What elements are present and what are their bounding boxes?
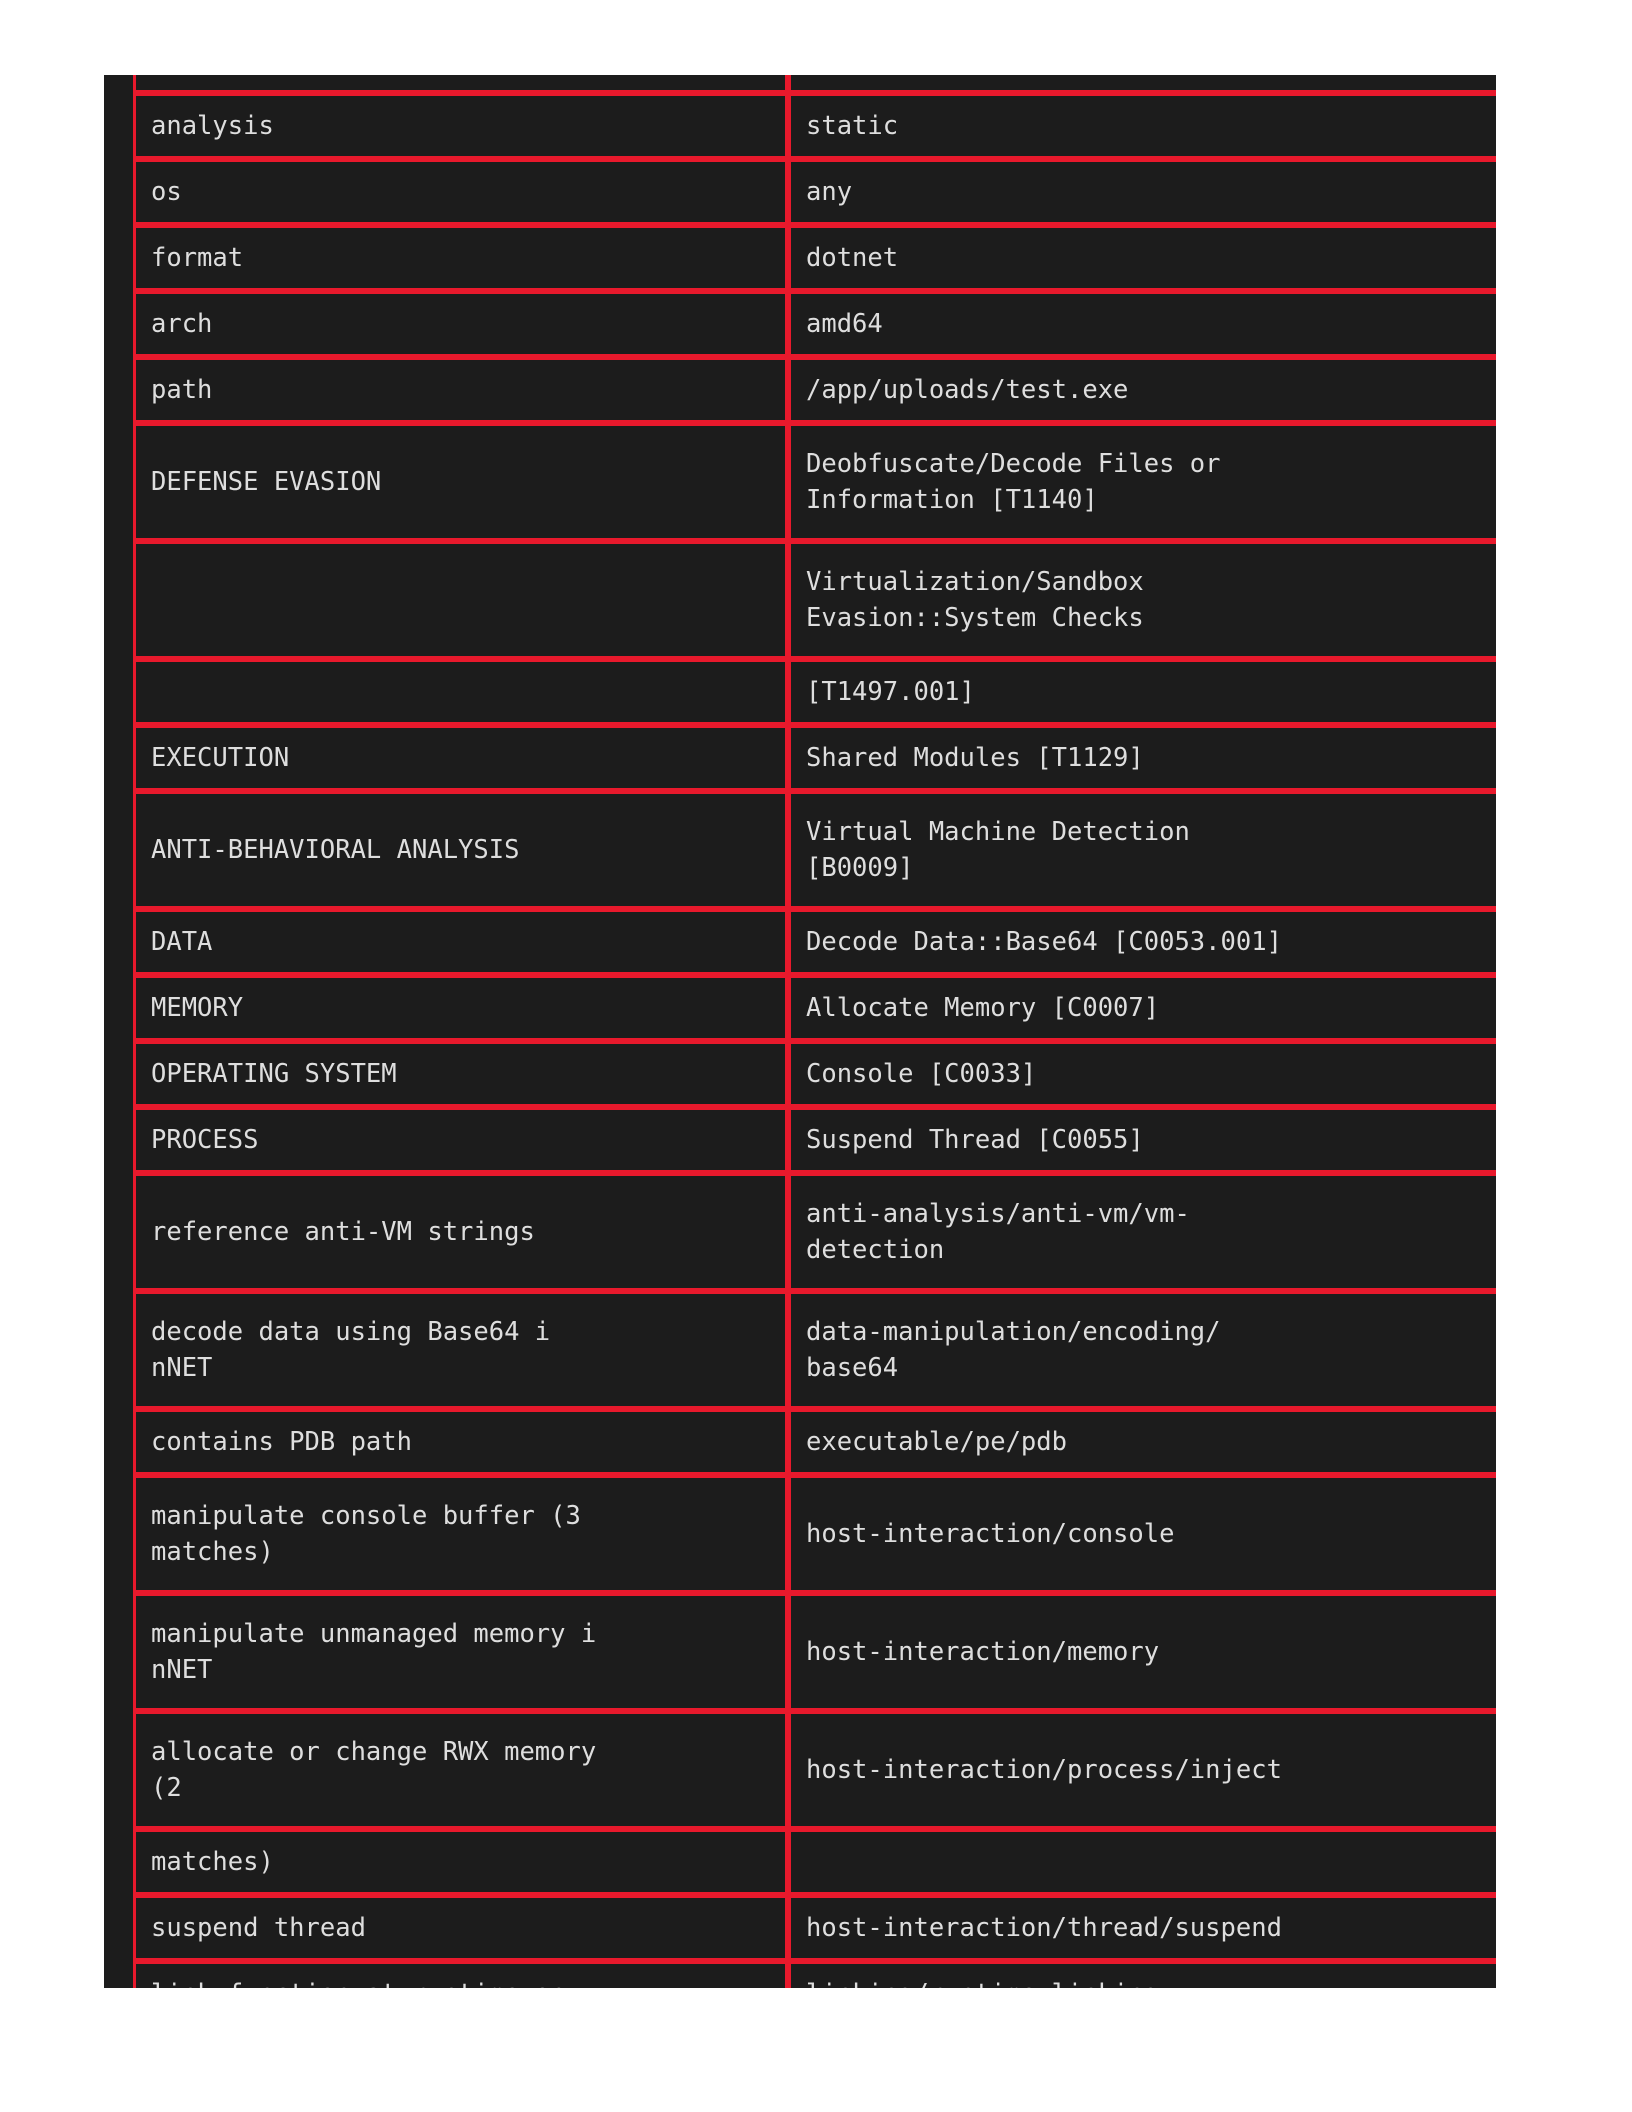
table-row: MEMORY Allocate Memory [C0007] [133,975,1496,1041]
table-cell-key: format [133,225,788,291]
table-row: path/app/uploads/test.exe [133,357,1496,423]
table-row: analysis static [133,93,1496,159]
table-cell-value: [T1497.001] [788,659,1496,725]
table-cell-key [133,659,788,725]
table-row: contains PDB path executable/pe/pdb [133,1409,1496,1475]
table-cell-value: Console [C0033] [788,1041,1496,1107]
table-cell-key: suspend thread [133,1895,788,1961]
table-cell-value: Suspend Thread [C0055] [788,1107,1496,1173]
table-cell-value: host-interaction/memory [788,1593,1496,1711]
table-cell-value: anti-analysis/anti-vm/vm- detection [788,1173,1496,1291]
table-cell-value: Allocate Memory [C0007] [788,975,1496,1041]
table-cell-value: host-interaction/console [788,1475,1496,1593]
table-row: arch amd64 [133,291,1496,357]
table-cell-value: linking/runtime-linking [788,1961,1496,1988]
table-row: OPERATING SYSTEM Console [C0033] [133,1041,1496,1107]
table-row: manipulate console buffer (3 matches) hos… [133,1475,1496,1593]
table-row: decode data using Base64 i nNET data-mani… [133,1291,1496,1409]
table-row: suspend thread host-interaction/thread/su… [133,1895,1496,1961]
table-row: 52 [133,75,1496,93]
table-row: matches) [133,1829,1496,1895]
table-row: DEFENSE EVASION Deobfuscate/Decode Files … [133,423,1496,541]
table-cell-key: analysis [133,93,788,159]
table-cell-key: manipulate console buffer (3 matches) [133,1475,788,1593]
report-table-body: 52analysisstaticosanyformatdotnetarchamd… [133,75,1496,1988]
table-row: os any [133,159,1496,225]
analysis-report-table: 52analysisstaticosanyformatdotnetarchamd… [133,75,1496,1988]
table-cell-value: data-manipulation/encoding/ base64 [788,1291,1496,1409]
table-row: reference anti-VM strings anti-analysis/a… [133,1173,1496,1291]
report-page-panel: 52analysisstaticosanyformatdotnetarchamd… [104,75,1496,1988]
table-cell-value: any [788,159,1496,225]
table-row: ANTI-BEHAVIORAL ANALYSIS Virtual Machine … [133,791,1496,909]
table-cell-key: matches) [133,1829,788,1895]
table-cell-key: allocate or change RWX memory (2 [133,1711,788,1829]
table-cell-value: Virtual Machine Detection [B0009] [788,791,1496,909]
table-row: allocate or change RWX memory (2 host-int… [133,1711,1496,1829]
table-cell-key: decode data using Base64 i nNET [133,1291,788,1409]
table-cell-key [133,541,788,659]
table-row: link function at runtime onlinking/runti… [133,1961,1496,1988]
table-cell-value: host-interaction/thread/suspend [788,1895,1496,1961]
table-row: PROCESS Suspend Thread [C0055] [133,1107,1496,1173]
table-cell-key: contains PDB path [133,1409,788,1475]
report-table-container: 52analysisstaticosanyformatdotnetarchamd… [133,75,1496,1988]
table-row: Virtualization/Sandbox Evasion::System C… [133,541,1496,659]
table-cell-value: Decode Data::Base64 [C0053.001] [788,909,1496,975]
table-cell-key: MEMORY [133,975,788,1041]
table-cell-value: dotnet [788,225,1496,291]
table-cell-key: OPERATING SYSTEM [133,1041,788,1107]
table-cell-value: static [788,93,1496,159]
table-cell-key: DEFENSE EVASION [133,423,788,541]
table-cell-key: manipulate unmanaged memory i nNET [133,1593,788,1711]
table-cell-key: path [133,357,788,423]
table-cell-key: EXECUTION [133,725,788,791]
table-row: format dotnet [133,225,1496,291]
table-cell-value: Virtualization/Sandbox Evasion::System C… [788,541,1496,659]
table-cell-value: executable/pe/pdb [788,1409,1496,1475]
table-cell-key [133,75,788,93]
table-cell-value: Deobfuscate/Decode Files or Information … [788,423,1496,541]
table-cell-value: host-interaction/process/inject [788,1711,1496,1829]
table-row: DATA Decode Data::Base64 [C0053.001] [133,909,1496,975]
table-row: EXECUTION Shared Modules [T1129] [133,725,1496,791]
table-cell-key: reference anti-VM strings [133,1173,788,1291]
table-cell-key: link function at runtime on [133,1961,788,1988]
table-row: [T1497.001] [133,659,1496,725]
table-cell-value: Shared Modules [T1129] [788,725,1496,791]
table-cell-key: PROCESS [133,1107,788,1173]
table-cell-key: ANTI-BEHAVIORAL ANALYSIS [133,791,788,909]
table-cell-key: arch [133,291,788,357]
table-cell-key: os [133,159,788,225]
table-row: manipulate unmanaged memory i nNET host-i… [133,1593,1496,1711]
table-cell-key: DATA [133,909,788,975]
table-cell-value: amd64 [788,291,1496,357]
table-cell-value: 52 [788,75,1496,93]
table-cell-value [788,1829,1496,1895]
table-cell-value: /app/uploads/test.exe [788,357,1496,423]
